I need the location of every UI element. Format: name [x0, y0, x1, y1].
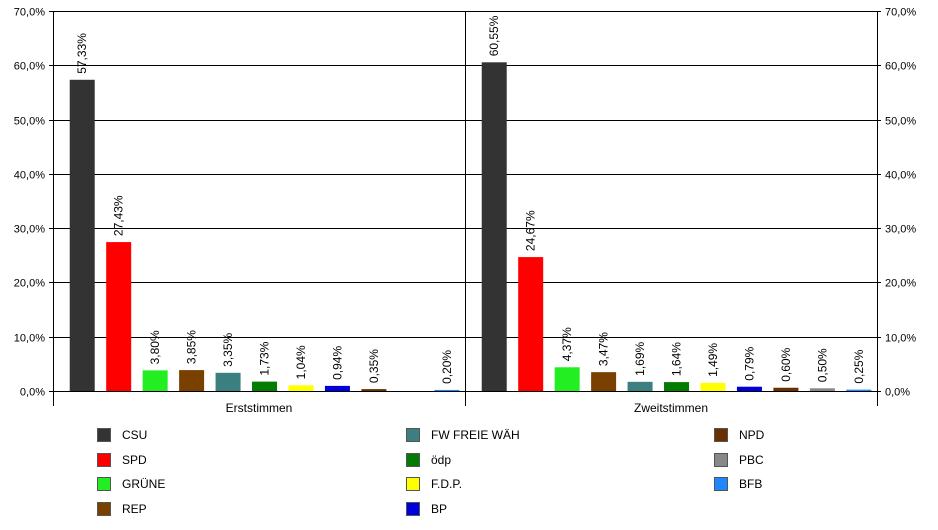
data-label: 57,33%: [75, 33, 89, 74]
y-tick-label-left: 30,0%: [14, 224, 45, 236]
legend-swatch: [714, 477, 728, 491]
data-label: 1,64%: [670, 342, 684, 376]
legend-label: BFB: [739, 477, 763, 491]
data-label: 0,60%: [779, 347, 793, 381]
legend-item: BP: [406, 501, 447, 517]
legend-item: CSU: [97, 427, 147, 443]
y-tick-label-left: 10,0%: [14, 333, 45, 345]
data-label: 3,35%: [221, 332, 235, 366]
bar-1-3: [591, 372, 617, 391]
bar-1-1: [518, 257, 544, 391]
y-tick-label-left: 50,0%: [14, 116, 45, 128]
bar-1-9: [809, 388, 835, 391]
y-tick-label-right: 40,0%: [885, 170, 916, 182]
legend-swatch: [406, 502, 420, 516]
legend-item: F.D.P.: [406, 476, 462, 492]
legend-item: PBC: [714, 452, 764, 468]
category-label: Zweitstimmen: [634, 401, 708, 415]
bar-0-0: [69, 79, 95, 391]
bar-1-6: [700, 382, 726, 391]
bars: [69, 62, 872, 392]
y-tick-label-right: 70,0%: [885, 7, 916, 19]
legend-item: NPD: [714, 427, 764, 443]
y-tick-label-right: 0,0%: [885, 387, 910, 399]
bar-1-8: [773, 387, 799, 391]
data-label: 0,50%: [815, 348, 829, 382]
legend-swatch: [406, 428, 420, 442]
bar-1-10: [846, 389, 872, 391]
y-tick-label-right: 60,0%: [885, 61, 916, 73]
legend-label: PBC: [739, 453, 764, 467]
bar-1-2: [554, 367, 580, 391]
legend-swatch: [97, 428, 111, 442]
y-tick-label-left: 60,0%: [14, 61, 45, 73]
data-label: 3,85%: [185, 330, 199, 364]
data-label: 0,25%: [852, 349, 866, 383]
bar-0-5: [252, 381, 278, 391]
category-label: Erststimmen: [226, 401, 293, 415]
data-label: 3,80%: [148, 330, 162, 364]
legend-item: REP: [97, 501, 147, 517]
legend-swatch: [97, 502, 111, 516]
legend-swatch: [406, 477, 420, 491]
data-label: 0,35%: [367, 349, 381, 383]
legend-label: F.D.P.: [431, 477, 463, 491]
y-tick-label-right: 30,0%: [885, 224, 916, 236]
y-tick-label-left: 40,0%: [14, 170, 45, 182]
bar-1-0: [481, 62, 507, 392]
y-tick-label-right: 10,0%: [885, 333, 916, 345]
y-tick-label-left: 0,0%: [20, 387, 45, 399]
legend-item: SPD: [97, 452, 147, 468]
y-tick-label-right: 50,0%: [885, 116, 916, 128]
legend-label: CSU: [122, 428, 148, 442]
legend-swatch: [97, 477, 111, 491]
bar-0-4: [215, 372, 241, 391]
bar-0-8: [361, 389, 387, 391]
axes: 0,0% 0,0% 10,0% 10,0% 20,0% 20,0% 30,0% 30,0% 40…: [14, 7, 917, 416]
data-label: 1,04%: [294, 345, 308, 379]
bar-1-5: [664, 382, 690, 391]
data-label: 4,37%: [560, 327, 574, 361]
data-label: 24,67%: [524, 210, 538, 251]
data-label: 1,49%: [706, 343, 720, 377]
bar-1-4: [627, 381, 653, 391]
legend-label: FW FREIE WÄH: [431, 428, 520, 442]
legend-label: SPD: [122, 453, 147, 467]
data-label: 60,55%: [487, 15, 501, 56]
legend-swatch: [97, 453, 111, 467]
legend-label: BP: [431, 502, 448, 516]
bar-1-7: [736, 386, 762, 391]
data-label: 1,73%: [258, 341, 272, 375]
data-label: 27,43%: [112, 195, 126, 236]
bar-0-1: [106, 242, 132, 391]
data-label: 3,47%: [597, 332, 611, 366]
bar-0-3: [179, 370, 205, 391]
legend-label: ödp: [431, 453, 452, 467]
data-label: 0,20%: [440, 350, 454, 384]
legend-label: GRÜNE: [122, 477, 166, 491]
bar-0-2: [142, 370, 168, 391]
bar-0-7: [324, 385, 350, 391]
y-tick-label-right: 20,0%: [885, 278, 916, 290]
legend-item: ödp: [406, 452, 451, 468]
y-tick-label-left: 20,0%: [14, 278, 45, 290]
legend-swatch: [406, 453, 420, 467]
legend-label: REP: [122, 502, 147, 516]
legend-item: GRÜNE: [97, 476, 165, 492]
legend-item: FW FREIE WÄH: [406, 427, 520, 443]
legend-label: NPD: [739, 428, 765, 442]
y-tick-label-left: 70,0%: [14, 7, 45, 19]
legend-swatch: [714, 428, 728, 442]
bar-0-6: [288, 385, 314, 391]
legend-item: BFB: [714, 476, 762, 492]
data-label: 0,79%: [742, 346, 756, 380]
legend-swatch: [714, 453, 728, 467]
bar-0-10: [434, 389, 460, 391]
data-label: 0,94%: [330, 346, 344, 380]
data-label: 1,69%: [633, 341, 647, 375]
data-labels: 57,33% 27,43% 3,80% 3,85% 3,35% 1,73% 1,04% 0,9…: [75, 15, 866, 384]
